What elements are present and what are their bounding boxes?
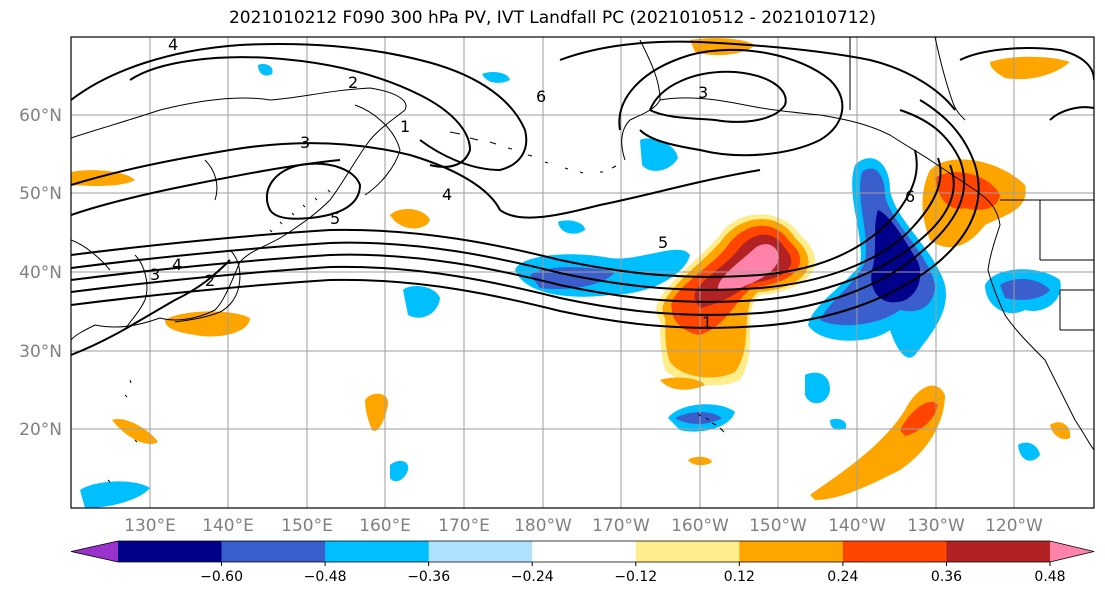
pv-contour-label: 6 (536, 87, 546, 106)
pv-contour-labels: 4 2 3 1 4 5 6 3 5 6 3 4 2 1 (150, 35, 915, 332)
longitude-label: 140°E (202, 516, 254, 536)
ivt-positive-region (71, 170, 135, 186)
colorbar-tick-label: −0.60 (200, 569, 243, 585)
latitude-label: 50°N (19, 184, 62, 204)
latitude-label: 30°N (19, 342, 62, 362)
colorbar-segment (532, 541, 637, 562)
ivt-negative-region (390, 460, 409, 482)
graticule (71, 37, 1094, 508)
longitude-label: 120°W (985, 516, 1043, 536)
plot-border (70, 36, 1095, 509)
ivt-negative-region (482, 72, 510, 83)
pv-contour-label: 2 (348, 73, 358, 92)
colorbar-tick-label: −0.48 (304, 569, 347, 585)
colorbar-tick-label: −0.36 (407, 569, 450, 585)
ivt-positive-region (900, 401, 938, 436)
map-title: 2021010212 F090 300 hPa PV, IVT Landfall… (228, 8, 876, 28)
longitude-label: 140°W (828, 516, 886, 536)
pv-contour-label: 3 (698, 83, 708, 102)
ivt-positive-region (660, 377, 705, 390)
pv-contour-label: 1 (400, 117, 410, 136)
pv-contours (71, 40, 1094, 356)
pv-contour-label: 6 (905, 187, 915, 206)
colorbar-tick-label: −0.24 (511, 569, 554, 585)
ivt-positive-region (165, 311, 250, 337)
longitude-label: 130°W (907, 516, 965, 536)
ivt-negative-region (1000, 278, 1050, 300)
pv-contour-label: 4 (172, 255, 182, 274)
ivt-negative-region (1018, 442, 1040, 461)
colorbar-segment (221, 541, 326, 562)
pv-contour-label: 5 (658, 233, 668, 252)
colorbar-segment (118, 541, 223, 562)
ivt-negative-region (805, 372, 830, 404)
ivt-negative-region (403, 286, 440, 318)
ivt-negative-region (258, 64, 273, 76)
ivt-positive-region (990, 56, 1070, 80)
ivt-negative-region (558, 220, 585, 234)
pv-contour-label: 1 (702, 313, 712, 332)
latitude-axis: 60°N 50°N 40°N 30°N 20°N (19, 106, 62, 440)
colorbar: −0.60 −0.48 −0.36 −0.24 −0.12 0.12 0.24 0.36 0.4… (70, 540, 1095, 585)
pv-contour-label: 4 (442, 185, 452, 204)
ivt-negative-region (640, 138, 678, 171)
colorbar-outline (70, 540, 1095, 563)
colorbar-tick-label: −0.12 (614, 569, 657, 585)
pv-contour-label: 2 (205, 271, 215, 290)
ivt-positive-region (112, 419, 158, 444)
colorbar-tick-label: 0.36 (931, 569, 962, 585)
pv-contour-label: 3 (300, 133, 310, 152)
ivt-positive-region (365, 393, 389, 431)
longitude-label: 130°E (124, 516, 176, 536)
colorbar-segment (428, 541, 533, 562)
ivt-positive-region (717, 244, 779, 290)
ivt-negative-region (675, 412, 722, 425)
pv-contour-label: 3 (150, 265, 160, 284)
longitude-label: 160°W (671, 516, 729, 536)
colorbar-segment (739, 541, 844, 562)
latitude-label: 20°N (19, 420, 62, 440)
colorbar-segment (325, 541, 430, 562)
ivt-negative-region (80, 481, 150, 508)
ivt-positive-region (1050, 422, 1071, 440)
ivt-negative-region (830, 418, 847, 430)
latitude-label: 60°N (19, 106, 62, 126)
ivt-positive-region (390, 208, 430, 229)
pv-contour-label: 4 (168, 35, 178, 54)
pv-contour-label: 5 (330, 209, 340, 228)
colorbar-segment (842, 541, 947, 562)
colorbar-segment (946, 541, 1051, 562)
colorbar-tick-label: 0.48 (1034, 569, 1065, 585)
latitude-label: 40°N (19, 263, 62, 283)
colorbar-tick-label: 0.12 (724, 569, 755, 585)
colorbar-extension-high (1050, 541, 1094, 562)
colorbar-segment (635, 541, 740, 562)
ivt-shading (71, 38, 1071, 508)
colorbar-extension-low (71, 541, 118, 562)
longitude-label: 170°W (592, 516, 650, 536)
longitude-label: 180°W (514, 516, 572, 536)
longitude-label: 150°E (281, 516, 333, 536)
longitude-label: 170°E (438, 516, 490, 536)
longitude-axis: 130°E 140°E 150°E 160°E 170°E 180°W 170°… (124, 516, 1043, 536)
colorbar-tick-label: 0.24 (827, 569, 858, 585)
longitude-label: 160°E (359, 516, 411, 536)
longitude-label: 150°W (749, 516, 807, 536)
